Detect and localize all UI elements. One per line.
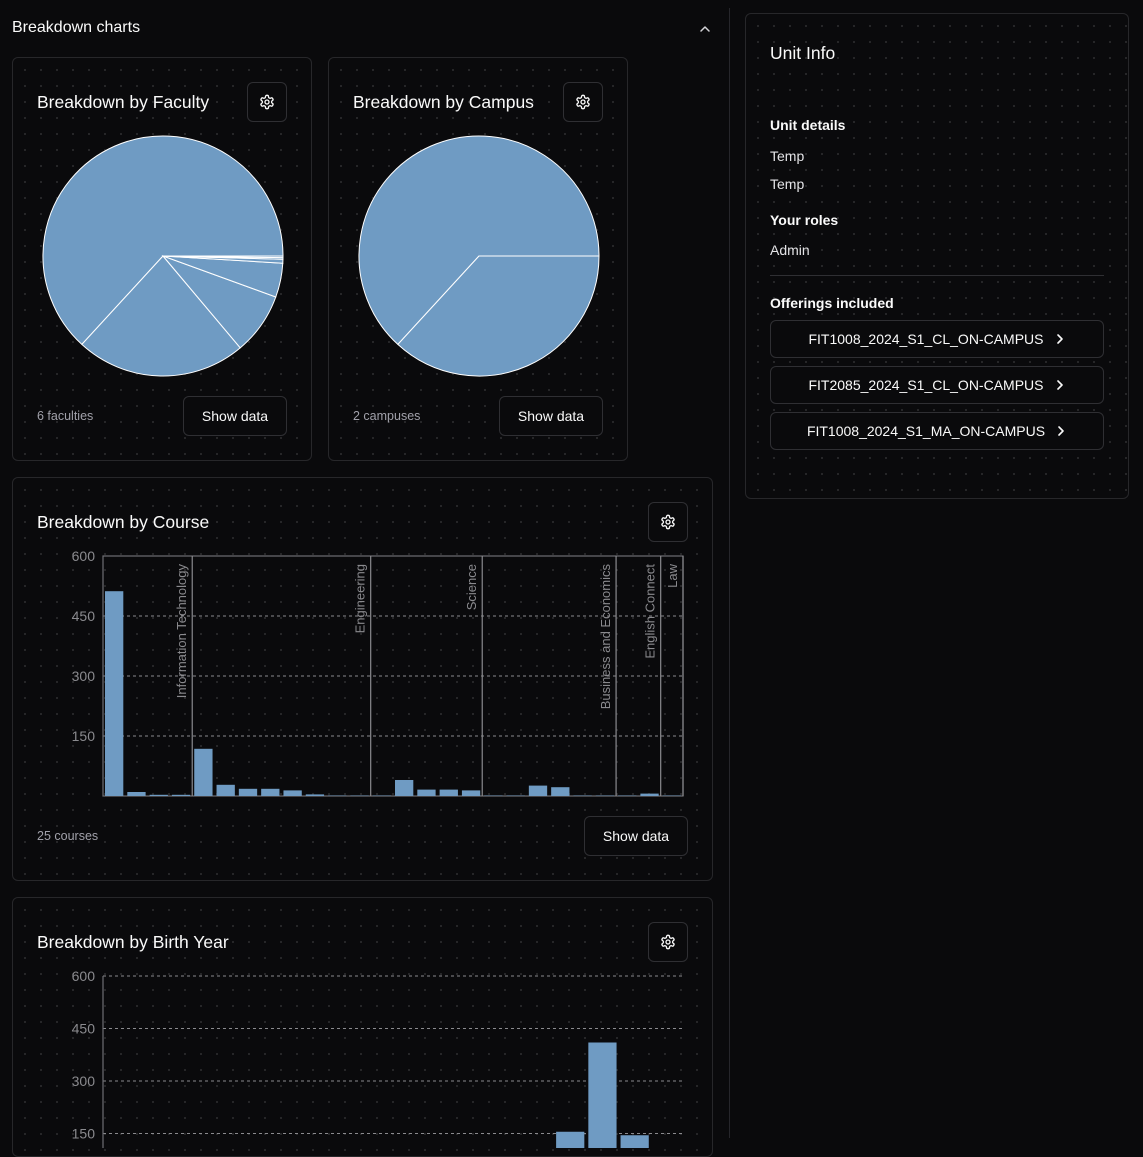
group-label: Law [665, 563, 680, 587]
offering-link[interactable]: FIT1008_2024_S1_MA_ON-CAMPUS [770, 412, 1104, 450]
bar [194, 749, 212, 796]
campus-settings-button[interactable] [563, 82, 603, 122]
offering-link[interactable]: FIT1008_2024_S1_CL_ON-CAMPUS [770, 320, 1104, 358]
card-title: Breakdown by Faculty [37, 92, 209, 113]
role-value: Admin [770, 242, 810, 258]
info-divider [770, 275, 1104, 276]
campus-pie-chart [357, 134, 601, 378]
faculty-settings-button[interactable] [247, 82, 287, 122]
gear-icon [575, 94, 591, 110]
bar [640, 794, 658, 796]
offerings-heading: Offerings included [770, 295, 894, 311]
bar [556, 1132, 584, 1148]
group-label: English Connect [643, 564, 658, 659]
group-label: Engineering [353, 564, 368, 633]
course-bar-chart: 150 300 450 600 Information Technology Engine… [13, 548, 713, 808]
faculty-pie-chart [41, 134, 285, 378]
chevron-right-icon [1054, 333, 1066, 345]
bar [217, 785, 235, 796]
bar [462, 790, 480, 796]
group-label: Business and Economics [598, 564, 613, 710]
offering-label: FIT1008_2024_S1_MA_ON-CAMPUS [807, 423, 1045, 439]
y-tick-label: 600 [72, 968, 96, 984]
chevron-right-icon [1055, 425, 1067, 437]
bar [621, 1135, 649, 1148]
faculty-count: 6 faculties [37, 409, 93, 423]
campus-count: 2 campuses [353, 409, 420, 423]
offering-link[interactable]: FIT2085_2024_S1_CL_ON-CAMPUS [770, 366, 1104, 404]
group-label: Information Technology [174, 564, 189, 699]
gear-icon [660, 514, 676, 530]
chevron-right-icon [1054, 379, 1066, 391]
bar [105, 591, 123, 796]
bar [529, 786, 547, 796]
y-tick-label: 450 [72, 1021, 96, 1037]
y-tick-label: 300 [72, 668, 96, 684]
card-title: Breakdown by Campus [353, 92, 534, 113]
column-divider [729, 8, 730, 1138]
unit-detail-value: Temp [770, 176, 804, 192]
gear-icon [660, 934, 676, 950]
y-tick-label: 600 [72, 548, 96, 564]
bar [172, 795, 190, 796]
bar [283, 790, 301, 796]
course-card: Breakdown by Course 150 300 450 600 Informat… [12, 477, 713, 881]
course-count: 25 courses [37, 829, 98, 843]
section-title: Breakdown charts [12, 19, 140, 37]
campus-card: Breakdown by Campus 2 campuses Show data [328, 57, 628, 461]
chevron-up-icon[interactable] [698, 22, 712, 36]
gear-icon [259, 94, 275, 110]
birth-year-settings-button[interactable] [648, 922, 688, 962]
bar [395, 780, 413, 796]
unit-detail-value: Temp [770, 148, 804, 164]
course-show-data-button[interactable]: Show data [584, 816, 688, 856]
course-settings-button[interactable] [648, 502, 688, 542]
bar [127, 792, 145, 796]
bar [150, 795, 168, 796]
roles-heading: Your roles [770, 212, 838, 228]
bar [417, 790, 435, 796]
bar [440, 790, 458, 796]
offering-label: FIT2085_2024_S1_CL_ON-CAMPUS [808, 377, 1043, 393]
birth-year-bar-chart: 150 300 450 600 [13, 968, 713, 1148]
card-title: Breakdown by Birth Year [37, 932, 229, 953]
bar [551, 787, 569, 796]
y-tick-label: 150 [72, 1126, 96, 1142]
card-title: Breakdown by Course [37, 512, 209, 533]
y-tick-label: 450 [72, 608, 96, 624]
bar [239, 789, 257, 796]
y-tick-label: 150 [72, 728, 96, 744]
bar [261, 789, 279, 796]
bar [588, 1043, 616, 1149]
group-label: Science [464, 564, 479, 610]
bar [306, 794, 324, 796]
y-tick-label: 300 [72, 1073, 96, 1089]
unit-details-heading: Unit details [770, 117, 845, 133]
faculty-show-data-button[interactable]: Show data [183, 396, 287, 436]
birth-year-card: Breakdown by Birth Year 150 300 450 600 [12, 897, 713, 1157]
faculty-card: Breakdown by Faculty 6 faculties Show da… [12, 57, 312, 461]
unit-info-card: Unit Info Unit details Temp Temp Your ro… [745, 13, 1129, 499]
offering-label: FIT1008_2024_S1_CL_ON-CAMPUS [808, 331, 1043, 347]
unit-info-title: Unit Info [770, 43, 835, 64]
campus-show-data-button[interactable]: Show data [499, 396, 603, 436]
